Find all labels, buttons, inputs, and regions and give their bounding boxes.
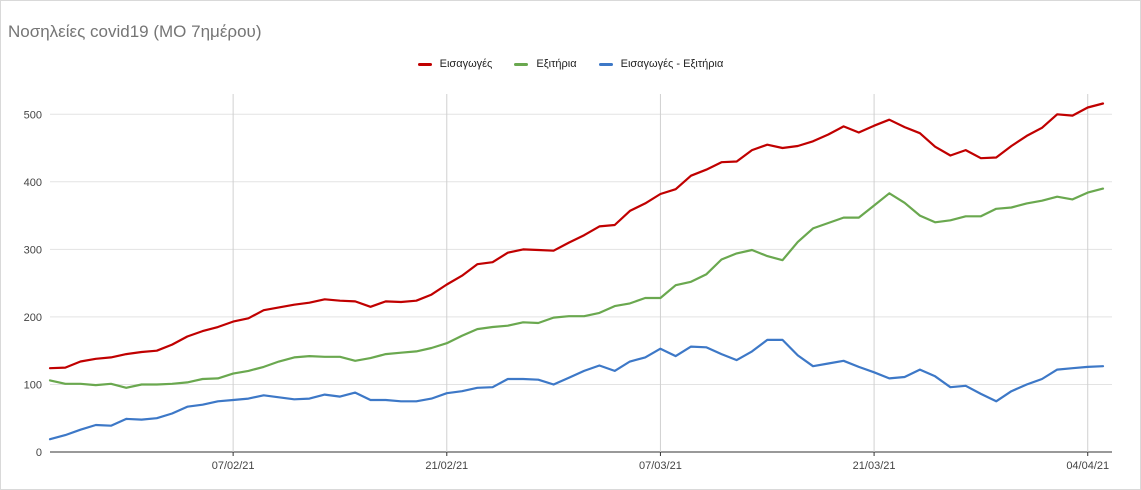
legend-label-net: Εισαγωγές - Εξιτήρια xyxy=(620,58,724,70)
y-tick-label: 200 xyxy=(24,312,42,324)
y-tick-label: 0 xyxy=(36,447,42,459)
chart-title: Νοσηλείες covid19 (ΜΟ 7ημέρου) xyxy=(8,22,262,41)
legend-label-admissions: Εισαγωγές xyxy=(439,58,493,70)
x-tick-label: 04/04/21 xyxy=(1066,460,1109,472)
x-tick-label: 21/03/21 xyxy=(853,460,896,472)
series-line-admissions xyxy=(48,102,1105,370)
legend: Εισαγωγές Εξιτήρια Εισαγωγές - Εξιτήρια xyxy=(0,58,1141,70)
y-tick-label: 100 xyxy=(24,379,42,391)
y-tick-label: 300 xyxy=(24,244,42,256)
legend-swatch-discharges xyxy=(514,62,529,66)
y-tick-label: 400 xyxy=(24,177,42,189)
series-line-net xyxy=(48,338,1105,441)
x-tick-label: 07/03/21 xyxy=(639,460,682,472)
x-tick-label: 07/02/21 xyxy=(212,460,255,472)
legend-item-admissions[interactable]: Εισαγωγές xyxy=(417,58,493,70)
x-tick-label: 21/02/21 xyxy=(425,460,468,472)
series-line-discharges xyxy=(48,187,1105,389)
y-tick-label: 500 xyxy=(24,109,42,121)
legend-swatch-net xyxy=(598,62,613,66)
legend-item-discharges[interactable]: Εξιτήρια xyxy=(514,58,577,70)
legend-item-net[interactable]: Εισαγωγές - Εξιτήρια xyxy=(598,58,724,70)
legend-swatch-admissions xyxy=(417,62,432,66)
legend-label-discharges: Εξιτήρια xyxy=(536,58,577,70)
